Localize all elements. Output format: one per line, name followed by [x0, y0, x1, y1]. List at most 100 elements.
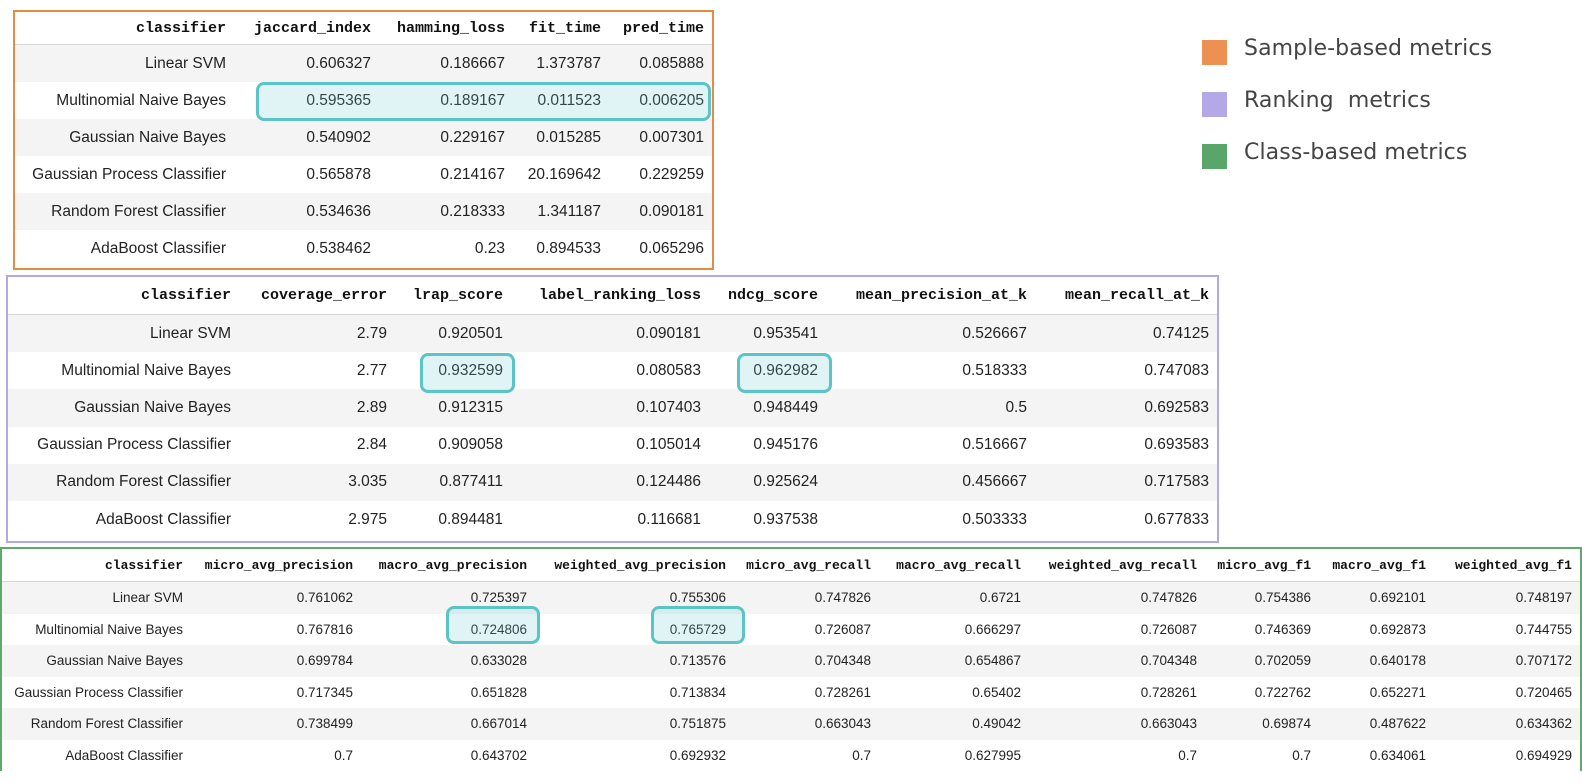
value-cell: 0.932599 — [395, 352, 511, 390]
value-cell: 0.6721 — [879, 581, 1029, 614]
value-cell: 0.503333 — [826, 500, 1035, 539]
column-header-macro-avg-precision: macro_avg_precision — [361, 549, 535, 582]
value-cell: 0.722762 — [1205, 676, 1319, 708]
column-header-macro-avg-f1: macro_avg_f1 — [1319, 549, 1434, 582]
value-cell: 0.692932 — [535, 739, 734, 771]
value-cell: 0.717345 — [191, 676, 361, 708]
column-header-weighted-avg-f1: weighted_avg_f1 — [1434, 549, 1580, 582]
value-cell: 0.748197 — [1434, 581, 1580, 614]
value-cell: 20.169642 — [513, 156, 609, 193]
value-cell: 0.518333 — [826, 352, 1035, 390]
table-row: Gaussian Naive Bayes 0.540902 0.229167 0.01… — [15, 119, 712, 156]
value-cell: 0.894481 — [395, 500, 511, 539]
value-cell: 0.214167 — [379, 156, 513, 193]
value-cell: 0.540902 — [234, 119, 379, 156]
legend-label: Sample-based metrics — [1244, 36, 1493, 61]
value-cell: 0.634362 — [1434, 708, 1580, 740]
table-header-row: classifier micro_avg_precision macro_avg_p… — [2, 549, 1580, 582]
value-cell: 0.877411 — [395, 463, 511, 501]
value-cell: 0.654867 — [879, 645, 1029, 677]
value-cell: 0.640178 — [1319, 645, 1434, 677]
row-label-cell: Linear SVM — [2, 581, 191, 614]
value-cell: 0.945176 — [709, 426, 826, 464]
value-cell: 0.666297 — [879, 613, 1029, 645]
value-cell: 0.7 — [191, 739, 361, 771]
table-row: Gaussian Naive Bayes 0.699784 0.633028 0.71… — [2, 645, 1580, 677]
table-row: Linear SVM 0.606327 0.186667 1.373787 0.0858… — [15, 44, 712, 82]
value-cell: 0.487622 — [1319, 708, 1434, 740]
ranking-metrics-panel: classifier coverage_error lrap_score label_… — [6, 275, 1219, 543]
value-cell: 0.74125 — [1035, 314, 1217, 353]
column-header-label-ranking-loss: label_ranking_loss — [511, 277, 709, 315]
value-cell: 0.912315 — [395, 389, 511, 427]
value-cell: 0.5 — [826, 389, 1035, 427]
table-row: AdaBoost Classifier 0.538462 0.23 0.894533 0… — [15, 230, 712, 267]
value-cell: 0.015285 — [513, 119, 609, 156]
table-header-row: classifier jaccard_index hamming_loss fit_t… — [15, 12, 712, 45]
legend-label: Class-based metrics — [1244, 140, 1468, 165]
value-cell: 0.920501 — [395, 314, 511, 353]
table-row: Gaussian Process Classifier 0.717345 0.651… — [2, 676, 1580, 708]
table-row: AdaBoost Classifier 2.975 0.894481 0.116681… — [8, 500, 1217, 539]
table-header-row: classifier coverage_error lrap_score label_… — [8, 277, 1217, 315]
value-cell: 0.726087 — [734, 613, 879, 645]
value-cell: 0.894533 — [513, 230, 609, 267]
value-cell: 0.065296 — [609, 230, 712, 267]
row-label-cell: AdaBoost Classifier — [8, 500, 239, 539]
value-cell: 0.692583 — [1035, 389, 1217, 427]
value-cell: 0.953541 — [709, 314, 826, 353]
row-label-cell: Linear SVM — [8, 314, 239, 353]
column-header-hamming-loss: hamming_loss — [379, 12, 513, 45]
row-label-cell: Gaussian Process Classifier — [2, 676, 191, 708]
row-label-cell: Random Forest Classifier — [8, 463, 239, 501]
value-cell: 0.704348 — [734, 645, 879, 677]
value-cell: 0.692873 — [1319, 613, 1434, 645]
value-cell: 0.948449 — [709, 389, 826, 427]
value-cell: 3.035 — [239, 463, 395, 501]
row-label-cell: Multinomial Naive Bayes — [2, 613, 191, 645]
value-cell: 0.090181 — [511, 314, 709, 353]
value-cell: 0.962982 — [709, 352, 826, 390]
value-cell: 0.694929 — [1434, 739, 1580, 771]
value-cell: 0.49042 — [879, 708, 1029, 740]
row-label-cell: Gaussian Naive Bayes — [2, 645, 191, 677]
sample-metrics-table: classifier jaccard_index hamming_loss fit_t… — [15, 12, 712, 267]
column-header-classifier: classifier — [2, 549, 191, 582]
table-row: Random Forest Classifier 0.534636 0.218333… — [15, 193, 712, 230]
value-cell: 0.007301 — [609, 119, 712, 156]
value-cell: 0.744755 — [1434, 613, 1580, 645]
value-cell: 0.606327 — [234, 44, 379, 82]
table-row: Multinomial Naive Bayes 2.77 0.932599 0.080… — [8, 352, 1217, 390]
value-cell: 2.84 — [239, 426, 395, 464]
value-cell: 0.516667 — [826, 426, 1035, 464]
value-cell: 0.738499 — [191, 708, 361, 740]
value-cell: 0.755306 — [535, 581, 734, 614]
column-header-micro-avg-f1: micro_avg_f1 — [1205, 549, 1319, 582]
swatch-class — [1202, 144, 1227, 169]
value-cell: 0.456667 — [826, 463, 1035, 501]
value-cell: 0.651828 — [361, 676, 535, 708]
value-cell: 0.663043 — [1029, 708, 1205, 740]
value-cell: 0.090181 — [609, 193, 712, 230]
column-header-classifier: classifier — [15, 12, 234, 45]
swatch-sample — [1202, 40, 1227, 65]
value-cell: 1.373787 — [513, 44, 609, 82]
value-cell: 0.116681 — [511, 500, 709, 539]
value-cell: 0.186667 — [379, 44, 513, 82]
value-cell: 0.69874 — [1205, 708, 1319, 740]
value-cell: 0.767816 — [191, 613, 361, 645]
value-cell: 0.761062 — [191, 581, 361, 614]
value-cell: 0.725397 — [361, 581, 535, 614]
value-cell: 0.677833 — [1035, 500, 1217, 539]
value-cell: 0.218333 — [379, 193, 513, 230]
swatch-ranking — [1202, 92, 1227, 117]
table-row: AdaBoost Classifier 0.7 0.643702 0.692932 0.… — [2, 739, 1580, 771]
column-header-macro-avg-recall: macro_avg_recall — [879, 549, 1029, 582]
value-cell: 0.124486 — [511, 463, 709, 501]
row-label-cell: Multinomial Naive Bayes — [8, 352, 239, 390]
value-cell: 0.909058 — [395, 426, 511, 464]
value-cell: 0.667014 — [361, 708, 535, 740]
table-row: Multinomial Naive Bayes 0.767816 0.724806 0… — [2, 613, 1580, 645]
value-cell: 0.720465 — [1434, 676, 1580, 708]
value-cell: 0.652271 — [1319, 676, 1434, 708]
